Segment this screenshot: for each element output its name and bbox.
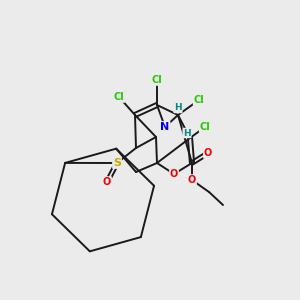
- Text: H: H: [183, 128, 191, 137]
- Text: Cl: Cl: [114, 92, 124, 102]
- Text: O: O: [170, 169, 178, 179]
- Text: Cl: Cl: [152, 75, 162, 85]
- Text: Cl: Cl: [200, 122, 210, 132]
- Text: O: O: [103, 177, 111, 187]
- Text: O: O: [204, 148, 212, 158]
- Text: S: S: [113, 158, 121, 168]
- Text: Cl: Cl: [194, 95, 204, 105]
- Text: N: N: [160, 122, 169, 132]
- Text: O: O: [188, 175, 196, 185]
- Text: H: H: [174, 103, 182, 112]
